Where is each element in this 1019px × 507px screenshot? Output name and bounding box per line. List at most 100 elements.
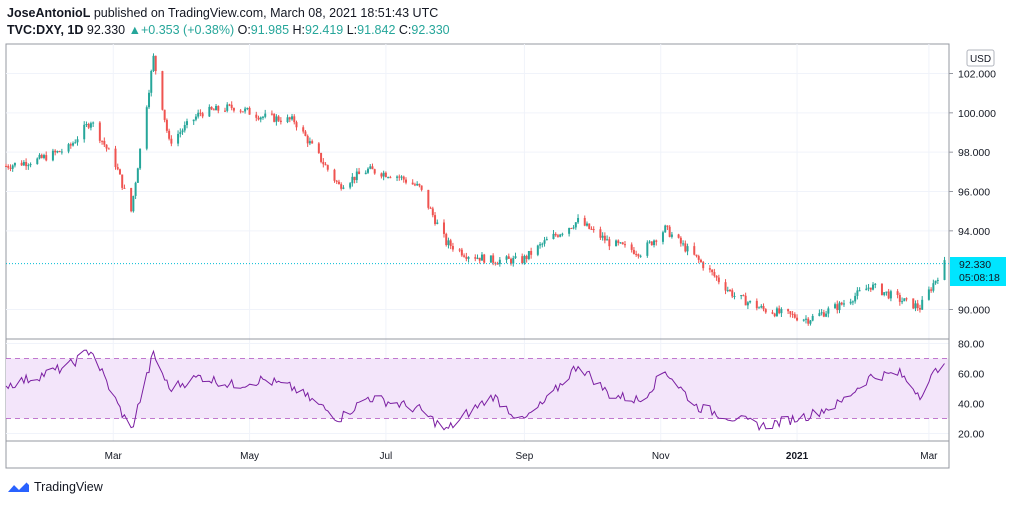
candle-down (836, 304, 839, 311)
candle-up (181, 130, 184, 133)
currency-label: USD (970, 54, 991, 65)
brand-label: TradingView (34, 480, 103, 494)
candle-down (771, 312, 774, 314)
candle-up (577, 217, 580, 223)
candle-down (717, 277, 720, 283)
candle-up (134, 182, 137, 196)
candle-up (152, 55, 155, 71)
candle-down (118, 169, 121, 175)
candle-down (773, 313, 776, 317)
candle-down (451, 246, 454, 250)
candle-down (869, 287, 872, 290)
publish-info: JoseAntonioL published on TradingView.co… (7, 6, 438, 20)
candle-up (89, 123, 92, 128)
candle-up (29, 164, 32, 166)
candle-down (20, 162, 23, 166)
candle-up (932, 283, 935, 291)
candle-down (257, 117, 260, 120)
candle-down (116, 167, 119, 170)
candle-up (349, 183, 352, 188)
candle-down (239, 110, 242, 112)
candle-down (212, 109, 215, 111)
candle-down (293, 116, 296, 123)
candle-down (324, 164, 327, 166)
candle-up (480, 254, 483, 261)
candle-down (463, 255, 466, 257)
candle-up (38, 154, 41, 159)
candle-down (608, 239, 611, 247)
y-tick-label: 90.000 (958, 305, 990, 317)
candle-up (559, 234, 562, 237)
candle-down (389, 177, 392, 179)
candle-up (914, 303, 917, 309)
candle-up (351, 176, 354, 184)
candle-up (883, 292, 886, 295)
candle-up (827, 308, 830, 314)
candle-up (545, 239, 548, 241)
candle-up (13, 162, 16, 166)
tradingview-brand[interactable]: TradingView (6, 480, 103, 494)
candle-down (306, 135, 309, 144)
candle-down (241, 111, 244, 113)
candle-down (335, 180, 338, 182)
candle-down (724, 282, 727, 291)
candle-down (744, 295, 747, 306)
candle-down (40, 154, 43, 158)
candle-down (632, 249, 635, 254)
close-value: 92.330 (411, 23, 450, 37)
candle-up (670, 234, 673, 237)
candle-down (161, 71, 164, 110)
candle-down (793, 314, 796, 318)
candle-up (512, 258, 515, 264)
candle-up (874, 283, 877, 285)
candle-up (760, 306, 763, 308)
candle-up (275, 116, 278, 122)
candle-down (677, 234, 680, 238)
candle-up (36, 158, 39, 165)
candle-down (270, 113, 273, 115)
candle-up (179, 132, 182, 134)
candles (5, 53, 946, 326)
candle-up (639, 255, 642, 257)
rsi-tick-label: 20.00 (958, 429, 984, 441)
candle-up (27, 165, 30, 167)
symbol-label[interactable]: TVC:DXY, 1D (7, 23, 84, 37)
candle-up (775, 308, 778, 317)
candle-down (121, 174, 124, 188)
candle-down (637, 254, 640, 257)
candle-up (67, 144, 70, 152)
candle-down (496, 263, 499, 265)
candle-up (148, 92, 151, 108)
currency-badge[interactable] (966, 49, 995, 67)
candle-up (447, 240, 450, 246)
candle-down (684, 243, 687, 252)
candle-up (885, 291, 888, 293)
candle-down (445, 233, 448, 246)
candle-up (489, 255, 492, 263)
candle-up (382, 172, 385, 177)
candle-up (740, 295, 743, 297)
candle-down (170, 138, 173, 144)
candle-up (838, 302, 841, 311)
candle-down (154, 55, 157, 72)
candle-up (145, 107, 148, 149)
x-tick-label: Nov (652, 451, 670, 462)
candle-up (834, 304, 837, 309)
candle-down (778, 308, 781, 314)
candle-up (76, 139, 79, 143)
candle-up (436, 222, 439, 224)
candle-down (168, 130, 171, 139)
author-name[interactable]: JoseAntonioL (7, 6, 91, 20)
candle-down (449, 240, 452, 247)
candle-down (427, 189, 430, 208)
candle-down (708, 268, 711, 270)
candle-down (288, 117, 291, 120)
candle-up (367, 168, 370, 173)
rsi-tick-label: 60.00 (958, 369, 984, 381)
tradingview-logo-icon (6, 481, 29, 493)
candle-down (320, 152, 323, 162)
candle-up (416, 183, 419, 186)
candle-down (333, 169, 336, 181)
candle-up (11, 165, 14, 169)
